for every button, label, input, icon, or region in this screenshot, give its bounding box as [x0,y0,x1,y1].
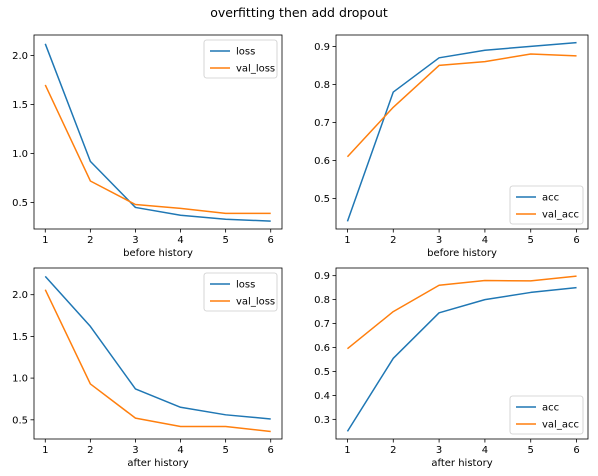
x-tick-label: 1 [42,235,48,246]
legend-label-acc: acc [542,403,559,414]
y-tick-label: 0.8 [314,295,330,306]
x-tick-label: 6 [573,235,579,246]
x-tick-label: 6 [268,235,274,246]
y-tick-label: 0.6 [314,343,330,354]
y-tick-label: 0.7 [314,319,330,330]
x-tick-label: 6 [573,445,579,456]
x-tick-label: 1 [344,235,350,246]
y-tick-label: 0.8 [314,80,330,91]
y-tick-label: 0.9 [314,42,330,53]
axes-frame [335,267,589,440]
legend-label-acc: acc [542,193,559,204]
chart-panel-4: 1 2 3 4 5 6 0.3 0.4 0.5 0.6 0.7 0.8 0.9 after history… [314,267,589,469]
y-tick-label: 1.5 [12,332,28,343]
y-tick-label: 1.0 [12,149,28,160]
x-tick-label: 2 [390,235,396,246]
x-tick-label: 5 [222,235,228,246]
series-line-val_acc [346,275,577,350]
y-tick-label: 0.5 [12,415,28,426]
y-tick-label: 0.3 [314,415,330,426]
series-line-acc [346,286,577,432]
y-tick-label: 0.9 [314,271,330,282]
y-tick-label: 0.5 [314,194,330,205]
y-tick-label: 2.0 [12,290,28,301]
x-axis-label: after history [431,458,492,469]
x-tick-label: 3 [436,445,442,456]
x-tick-label: 5 [528,445,534,456]
series-line-loss [44,43,271,222]
legend-label-val_loss: val_loss [236,64,275,75]
legend-label-val_loss: val_loss [236,297,275,308]
y-tick-label: 2.0 [12,51,28,62]
legend: acc val_acc [509,185,584,225]
x-tick-label: 2 [87,235,93,246]
legend: loss val_loss [203,39,278,79]
series-line-val_loss [44,84,271,215]
series-line-loss [44,275,271,420]
x-tick-label: 5 [222,445,228,456]
x-tick-label: 1 [344,445,350,456]
x-tick-label: 2 [390,445,396,456]
y-tick-label: 1.5 [12,100,28,111]
x-axis-label: before history [123,248,193,259]
x-tick-label: 1 [42,445,48,456]
figure-title: overfitting then add dropout [210,5,388,20]
y-tick-label: 1.0 [12,374,28,385]
x-axis-label: before history [427,248,497,259]
legend: loss val_loss [203,272,278,312]
chart-panel-3: 1 2 3 4 5 6 0.5 1.0 1.5 2.0 after history loss val_l… [12,267,283,469]
x-tick-label: 4 [177,445,183,456]
x-tick-label: 3 [132,445,138,456]
legend: acc val_acc [509,395,584,435]
y-tick-label: 0.6 [314,156,330,167]
legend-label-val_acc: val_acc [542,210,579,221]
x-tick-label: 4 [482,235,488,246]
x-tick-label: 3 [436,235,442,246]
axes-frame [335,34,589,230]
series-line-val_acc [346,53,577,158]
series-line-acc [346,41,577,222]
series-line-val_loss [44,289,271,433]
x-tick-label: 6 [268,445,274,456]
y-tick-label: 0.5 [314,367,330,378]
chart-panel-1: 1 2 3 4 5 6 0.5 1.0 1.5 2.0 before history loss val_… [12,34,283,259]
legend-label-loss: loss [236,280,255,291]
x-tick-label: 5 [528,235,534,246]
x-tick-label: 4 [177,235,183,246]
axes-frame [33,34,283,230]
x-tick-label: 4 [482,445,488,456]
axes-frame [33,267,283,440]
legend-label-val_acc: val_acc [542,420,579,431]
legend-label-loss: loss [236,47,255,58]
y-tick-label: 0.7 [314,118,330,129]
y-tick-label: 0.5 [12,198,28,209]
x-axis-label: after history [127,458,188,469]
x-tick-label: 2 [87,445,93,456]
x-tick-label: 3 [132,235,138,246]
chart-panel-2: 1 2 3 4 5 6 0.5 0.6 0.7 0.8 0.9 before history acc va… [314,34,589,259]
y-tick-label: 0.4 [314,391,330,402]
